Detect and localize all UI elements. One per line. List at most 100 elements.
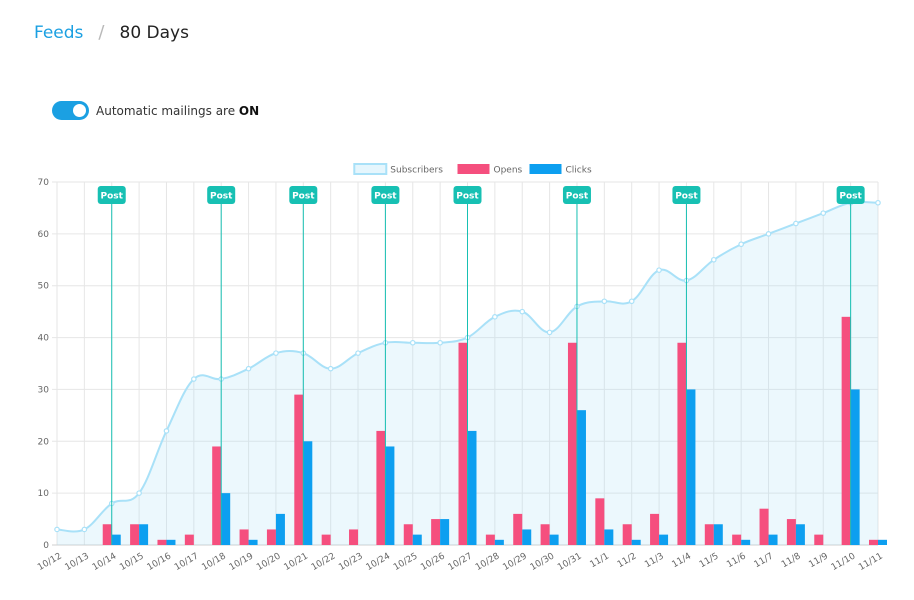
clicks-bar xyxy=(522,529,532,545)
subscribers-point xyxy=(875,199,881,206)
chart-bars xyxy=(102,316,887,545)
post-marker-badge xyxy=(289,186,318,204)
opens-bar xyxy=(595,498,605,545)
subscribers-point xyxy=(519,308,526,315)
clicks-bar xyxy=(878,539,887,545)
opens-bar xyxy=(184,534,194,545)
y-tick-label: 30 xyxy=(38,385,50,395)
opens-bar xyxy=(732,534,742,545)
subscribers-point xyxy=(546,329,553,336)
opens-bar xyxy=(869,539,878,545)
x-tick-label-10-27: 10/27 xyxy=(447,551,474,573)
automatic-mailings-state: ON xyxy=(238,103,260,118)
clicks-bar xyxy=(248,539,258,545)
opens-bar xyxy=(403,524,413,545)
x-tick-label-10-26: 10/26 xyxy=(419,551,447,573)
clicks-bar xyxy=(659,534,669,545)
post-marker-label: Post xyxy=(210,192,233,202)
clicks-bar xyxy=(686,389,696,545)
clicks-bar xyxy=(549,534,559,545)
x-tick-label-10-29: 10/29 xyxy=(501,551,529,573)
clicks-bar xyxy=(111,534,121,545)
post-marker-label: Post xyxy=(374,192,397,202)
automatic-mailings-prefix: Automatic mailings are xyxy=(96,103,239,118)
x-tick-label-10-12: 10/12 xyxy=(36,551,63,573)
opens-bar xyxy=(650,513,660,545)
x-tick-label-11-2: 11/2 xyxy=(616,551,639,570)
post-marker-label: Post xyxy=(292,192,315,202)
opens-bar xyxy=(376,430,386,545)
x-tick-label-10-16: 10/16 xyxy=(146,551,174,573)
clicks-bar xyxy=(275,513,285,545)
breadcrumb-separator: / xyxy=(98,22,105,43)
clicks-bar xyxy=(741,539,751,545)
y-tick-label: 0 xyxy=(43,541,49,551)
subscribers-point xyxy=(656,267,662,273)
post-marker-label: Post xyxy=(566,192,589,202)
y-tick-label: 20 xyxy=(38,437,50,447)
x-tick-label-11-4: 11/4 xyxy=(671,551,694,570)
legend-swatch-subscribers xyxy=(353,163,388,175)
x-tick-label-10-14: 10/14 xyxy=(91,551,119,573)
subscribers-point xyxy=(437,339,443,346)
subscribers-point xyxy=(163,428,170,434)
opens-bar xyxy=(704,524,714,545)
y-tick-label: 70 xyxy=(38,178,50,188)
x-tick-label-11-11: 11/11 xyxy=(857,551,884,573)
automatic-mailings-row: Automatic mailings are ON xyxy=(52,101,259,120)
post-marker-badge xyxy=(207,186,236,204)
subscribers-point xyxy=(355,350,361,356)
legend-swatch-clicks xyxy=(529,164,562,174)
clicks-bar xyxy=(795,524,805,545)
x-tick-label-10-15: 10/15 xyxy=(118,551,145,573)
legend-swatch-opens xyxy=(457,164,490,174)
subscribers-point xyxy=(409,339,416,346)
opens-bar xyxy=(157,539,167,545)
clicks-bar xyxy=(576,410,586,545)
opens-bar xyxy=(759,508,769,545)
breadcrumb-link-feeds[interactable]: Feeds xyxy=(34,22,84,43)
clicks-bar xyxy=(768,534,778,545)
clicks-bar xyxy=(467,430,477,545)
x-tick-label-10-22: 10/22 xyxy=(310,551,337,573)
opens-bar xyxy=(622,524,632,545)
x-tick-label-10-17: 10/17 xyxy=(173,551,200,573)
post-marker-badge xyxy=(453,186,482,204)
subscribers-point xyxy=(327,365,334,372)
x-tick-label-11-5: 11/5 xyxy=(698,551,721,570)
opens-bar xyxy=(786,519,796,545)
chart-legend: Subscribers Opens Clicks xyxy=(353,163,592,176)
post-marker-badge xyxy=(836,186,865,204)
x-tick-label-10-21: 10/21 xyxy=(282,551,309,573)
clicks-bar xyxy=(385,446,395,545)
opens-bar xyxy=(485,534,495,545)
subscribers-point xyxy=(793,220,799,227)
subscribers-point xyxy=(273,350,279,356)
subscribers-point xyxy=(820,210,827,216)
clicks-bar xyxy=(494,539,504,545)
opens-bar xyxy=(239,529,249,545)
subscribers-point xyxy=(136,490,142,496)
post-marker-label: Post xyxy=(839,192,862,202)
clicks-bar xyxy=(139,524,149,545)
subscribers-point xyxy=(738,241,744,248)
x-tick-label-11-6: 11/6 xyxy=(725,551,748,570)
opens-bar xyxy=(102,524,112,545)
page-title: 80 Days xyxy=(119,22,189,43)
post-marker-badge xyxy=(371,186,400,204)
opens-bar xyxy=(294,394,304,545)
x-tick-label-11-8: 11/8 xyxy=(780,551,803,570)
opens-bar xyxy=(431,519,441,545)
x-tick-label-10-23: 10/23 xyxy=(337,551,364,573)
clicks-bar xyxy=(713,524,723,545)
post-marker-label: Post xyxy=(101,192,124,202)
subscribers-point xyxy=(54,526,60,533)
clicks-bar xyxy=(221,493,231,545)
opens-bar xyxy=(458,342,468,545)
subscribers-point xyxy=(245,365,252,372)
automatic-mailings-toggle[interactable] xyxy=(52,101,89,120)
opens-bar xyxy=(349,529,359,545)
subscribers-point xyxy=(492,314,498,320)
clicks-bar xyxy=(631,539,641,545)
